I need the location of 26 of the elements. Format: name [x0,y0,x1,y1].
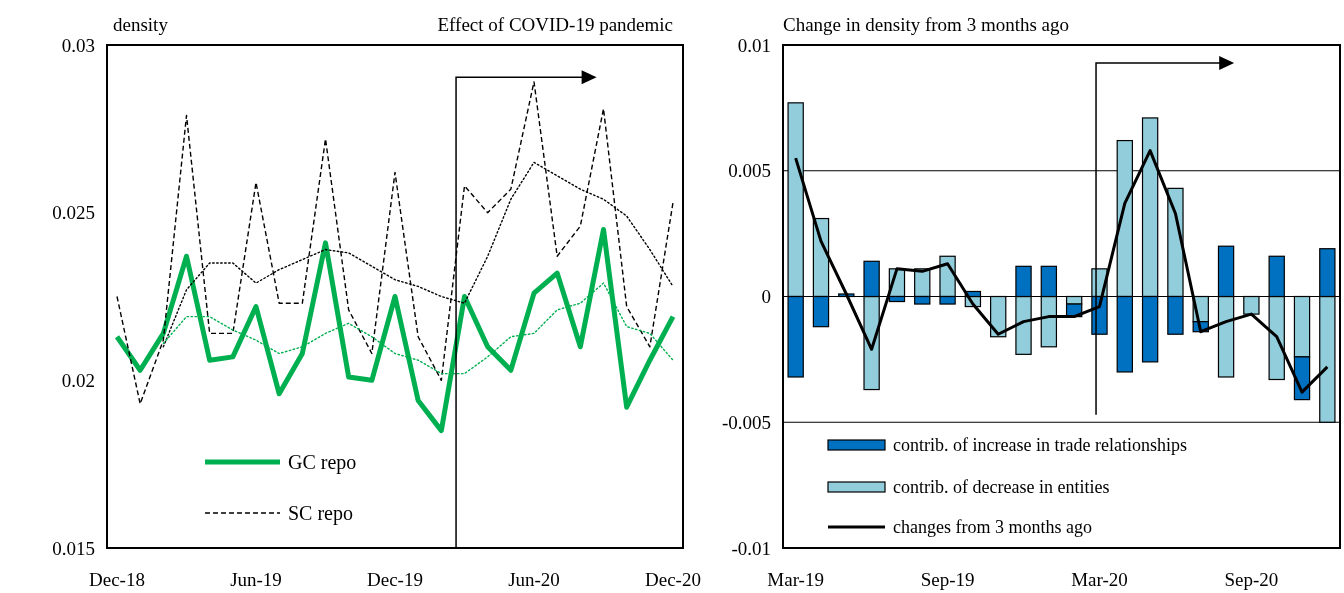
y-axis-title: density [113,14,169,35]
x-tick-label: Mar-20 [1071,569,1128,590]
legend-label: GC repo [288,451,357,474]
x-tick-label: Dec-18 [89,569,145,590]
legend-label: SC repo [288,502,353,525]
legend-label: changes from 3 months ago [893,517,1092,538]
x-tick-label: Mar-19 [767,569,824,590]
x-tick-label: Sep-19 [920,569,975,590]
x-tick-label: Jun-19 [230,569,282,590]
y-tick-label: 0.005 [728,160,771,182]
y-tick-label: 0.025 [52,202,95,224]
y-tick-label: -0.01 [731,537,771,559]
y-tick-label: -0.005 [721,411,771,433]
x-tick-label: Jun-20 [508,569,560,590]
legend-label: contrib. of increase in trade relationships [893,435,1187,456]
y-tick-label: 0.02 [61,369,95,391]
x-tick-label: Dec-20 [645,569,701,590]
y-tick-label: 0.015 [52,537,95,559]
legend-label: contrib. of decrease in entities [893,477,1110,498]
y-tick-label: 0 [761,286,771,308]
x-tick-label: Dec-19 [367,569,423,590]
y-tick-label: 0.03 [61,34,95,56]
chart-title: Effect of COVID-19 pandemic [437,14,673,35]
x-tick-label: Sep-20 [1224,569,1279,590]
y-tick-label: 0.01 [737,34,771,56]
chart-title: Change in density from 3 months ago [783,14,1070,35]
